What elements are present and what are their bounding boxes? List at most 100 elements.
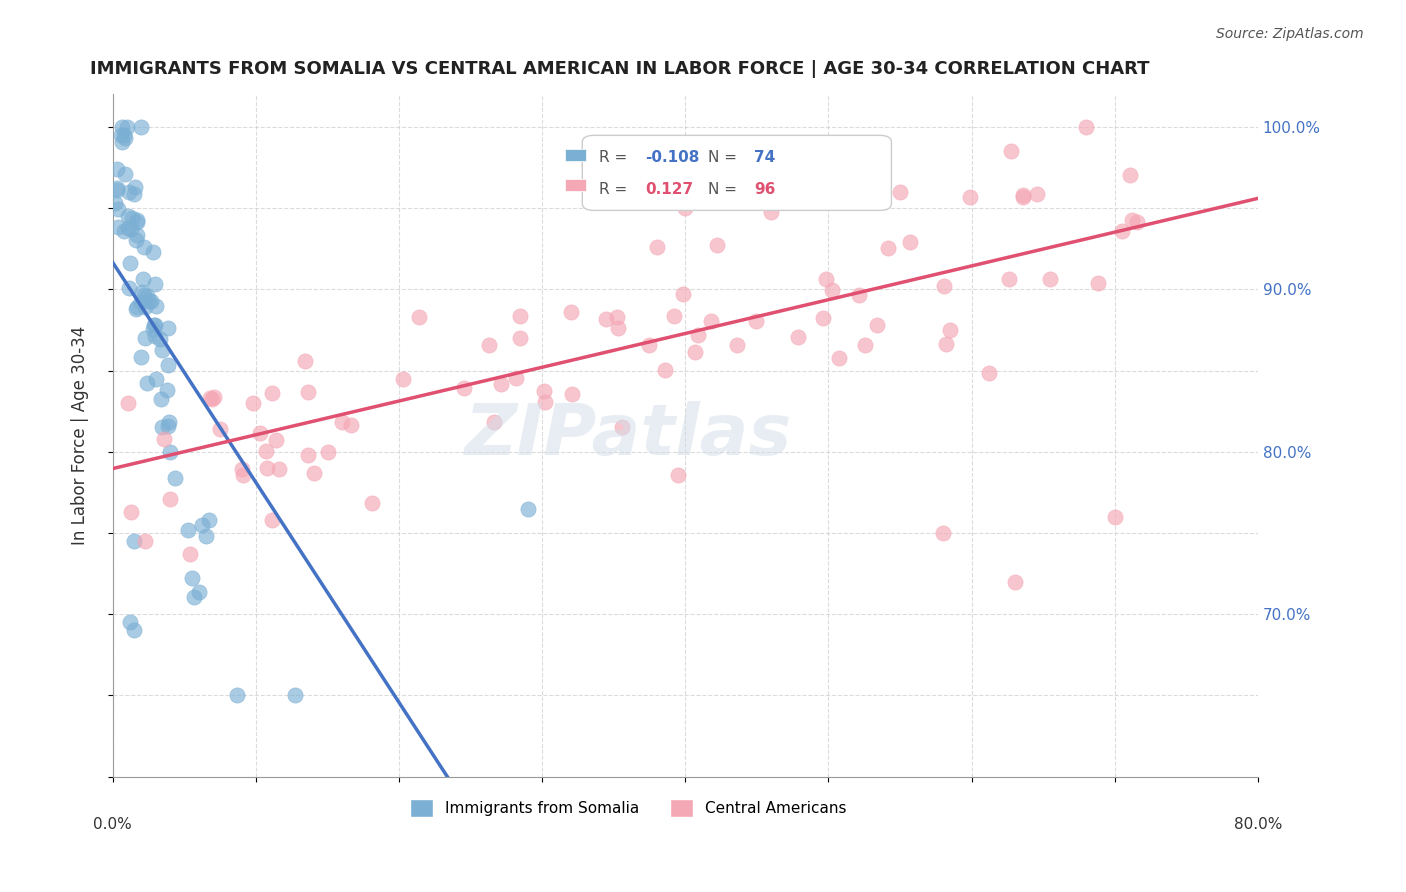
Point (122, 186, 145, 201)
Point (595, 311, 617, 326)
Point (1039, 272, 1062, 286)
Point (360, 496, 382, 510)
Point (117, 396, 139, 410)
Point (114, 167, 136, 181)
Point (607, 320, 630, 334)
Point (152, 420, 174, 434)
Point (1004, 574, 1026, 589)
Point (111, 135, 134, 149)
Point (789, 169, 811, 183)
Point (110, 120, 132, 134)
Point (932, 279, 955, 293)
Point (672, 287, 695, 301)
Point (877, 241, 900, 255)
Point (125, 212, 148, 227)
Bar (565, 179, 586, 191)
Point (118, 186, 141, 200)
Point (156, 383, 179, 397)
Point (815, 271, 838, 285)
Point (129, 351, 152, 365)
Point (745, 313, 768, 327)
Point (269, 461, 291, 475)
Text: 0.127: 0.127 (645, 182, 693, 197)
Point (153, 432, 176, 446)
Point (125, 228, 148, 243)
Point (408, 310, 430, 325)
Point (191, 518, 214, 533)
Text: IMMIGRANTS FROM SOMALIA VS CENTRAL AMERICAN IN LABOR FORCE | AGE 30-34 CORRELATI: IMMIGRANTS FROM SOMALIA VS CENTRAL AMERI… (90, 60, 1150, 78)
Point (330, 415, 353, 429)
Point (509, 309, 531, 323)
Point (1121, 213, 1143, 227)
Text: ZIPatlas: ZIPatlas (464, 401, 792, 470)
Point (932, 525, 955, 540)
Point (110, 128, 132, 142)
Point (998, 271, 1021, 285)
Point (139, 294, 162, 309)
Point (138, 294, 160, 309)
Point (1111, 223, 1133, 237)
Text: N =: N = (709, 182, 742, 197)
Point (127, 300, 149, 314)
Point (114, 131, 136, 145)
Text: R =: R = (599, 182, 633, 197)
Point (129, 294, 152, 309)
Point (1087, 277, 1109, 291)
Point (859, 169, 882, 184)
Point (159, 445, 181, 459)
Point (260, 386, 283, 401)
Point (117, 221, 139, 235)
Point (105, 181, 128, 195)
Point (131, 120, 153, 134)
Point (561, 387, 583, 401)
Point (683, 344, 706, 359)
Text: Source: ZipAtlas.com: Source: ZipAtlas.com (1216, 27, 1364, 41)
Point (232, 468, 254, 483)
Point (124, 624, 146, 638)
Point (1074, 120, 1097, 134)
Text: N =: N = (709, 151, 742, 165)
Point (104, 196, 127, 211)
Point (201, 392, 224, 406)
Text: 80.0%: 80.0% (1233, 817, 1282, 832)
Point (1012, 188, 1035, 202)
Point (304, 466, 326, 480)
Point (132, 272, 155, 286)
Point (150, 343, 173, 357)
Point (316, 445, 339, 459)
Point (149, 332, 172, 346)
Point (134, 300, 156, 314)
Point (141, 244, 163, 259)
Point (118, 615, 141, 630)
FancyBboxPatch shape (582, 136, 891, 211)
Point (700, 314, 723, 328)
Point (610, 420, 633, 434)
Point (145, 299, 167, 313)
Point (533, 384, 555, 398)
Point (391, 372, 413, 386)
Point (159, 491, 181, 506)
Point (848, 288, 870, 302)
Point (482, 415, 505, 429)
Point (156, 358, 179, 372)
Point (866, 318, 889, 333)
Point (453, 381, 475, 395)
Point (828, 351, 851, 365)
Point (505, 371, 527, 385)
Point (157, 321, 180, 335)
Text: R =: R = (599, 151, 633, 165)
Point (813, 310, 835, 325)
Point (853, 338, 876, 352)
Point (735, 192, 758, 206)
Point (183, 591, 205, 605)
Point (157, 415, 180, 429)
Point (249, 426, 271, 441)
Text: 96: 96 (754, 182, 776, 197)
Point (560, 304, 582, 318)
Point (533, 395, 555, 409)
Point (181, 571, 204, 585)
Point (194, 529, 217, 543)
Point (134, 331, 156, 345)
Point (225, 689, 247, 703)
Point (134, 240, 156, 254)
